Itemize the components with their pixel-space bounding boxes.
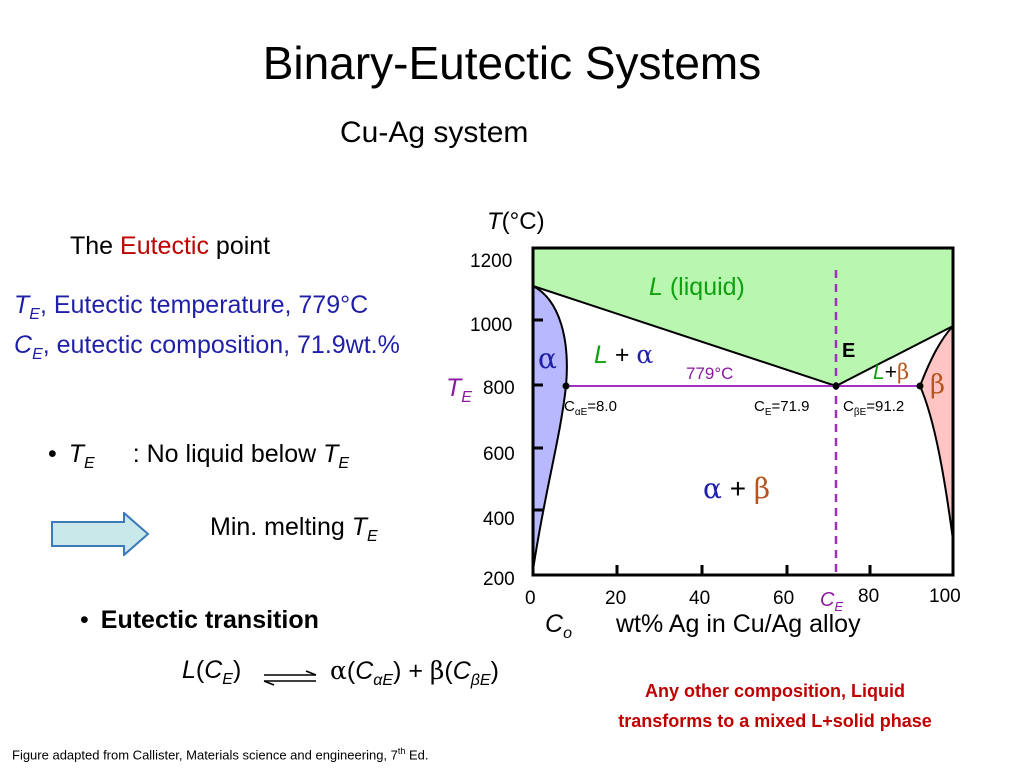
alpha-plus-beta-label: α + β — [703, 472, 771, 505]
x-tick-0: 0 — [525, 588, 536, 609]
y-tick-600: 600 — [483, 444, 515, 465]
liquid-region-label: L (liquid) — [649, 273, 745, 301]
c-beta-e-label: CβE=91.2 — [843, 398, 905, 418]
x-tick-ce: CE — [820, 589, 844, 614]
figure-credit: Figure adapted from Callister, Materials… — [12, 746, 429, 763]
x-ticks — [615, 565, 872, 575]
bullet-eutectic-transition: • Eutectic transition — [80, 606, 319, 634]
x-tick-60: 60 — [773, 588, 795, 609]
reaction-products: α(CαE) + β(CβE) — [330, 656, 499, 689]
point-c-alpha-e — [562, 382, 570, 390]
slide-subtitle: Cu-Ag system — [340, 116, 529, 149]
x-tick-20: 20 — [605, 588, 627, 609]
point-eutectic — [832, 382, 840, 390]
eutectic-temperature-line: TE, Eutectic temperature, 779°C — [14, 291, 369, 323]
composition-note: Any other composition, Liquid transforms… — [618, 681, 932, 731]
equilibrium-arrow-icon — [263, 670, 317, 686]
c-e-label: CE=71.9 — [754, 398, 810, 418]
liquid-region — [533, 248, 953, 386]
eutectic-temp-label: 779°C — [686, 364, 734, 383]
solidus-alpha — [532, 285, 568, 387]
min-melting-text: Min. melting TE — [210, 513, 378, 545]
plot-frame — [531, 246, 955, 577]
bullet-no-liquid: • TE: No liquid below TE — [48, 440, 350, 472]
solvus-alpha — [532, 385, 567, 571]
y-tick-400: 400 — [483, 509, 515, 530]
reaction-reactant: L(CE) — [182, 656, 242, 688]
y-tick-1000: 1000 — [470, 315, 513, 336]
slide-title: Binary-Eutectic Systems — [262, 37, 762, 89]
liquidus-right — [835, 325, 954, 387]
y-tick-200: 200 — [483, 569, 515, 590]
eutectic-point-label: E — [842, 340, 856, 362]
eutectic-composition-line: CE, eutectic composition, 71.9wt.% — [14, 331, 400, 363]
beta-region-label: β — [930, 370, 946, 400]
beta-region — [920, 326, 953, 540]
alpha-region-label: α — [538, 342, 557, 375]
alpha-region — [533, 286, 567, 570]
point-c-beta-e — [916, 382, 924, 390]
c-alpha-e-label: CαE=8.0 — [564, 398, 617, 418]
solidus-beta — [919, 325, 954, 387]
eutectic-point-heading: The Eutectic point — [70, 232, 271, 260]
y-ticks — [533, 318, 543, 512]
x-tick-100: 100 — [929, 586, 961, 607]
x-tick-80: 80 — [858, 586, 880, 607]
liquidus-left — [532, 285, 837, 387]
l-plus-beta-label: L+β — [873, 360, 910, 384]
solvus-beta — [919, 385, 954, 541]
te-marker-label: TE — [446, 374, 472, 406]
x-axis-co: Co — [545, 610, 572, 642]
y-axis-label: T(°C) — [487, 208, 545, 235]
x-axis-label: wt% Ag in Cu/Ag alloy — [616, 610, 861, 638]
l-plus-alpha-label: L + α — [594, 340, 654, 369]
y-tick-800: 800 — [483, 378, 515, 399]
y-tick-1200: 1200 — [470, 251, 513, 272]
right-arrow-icon — [51, 512, 150, 556]
x-tick-40: 40 — [689, 588, 711, 609]
